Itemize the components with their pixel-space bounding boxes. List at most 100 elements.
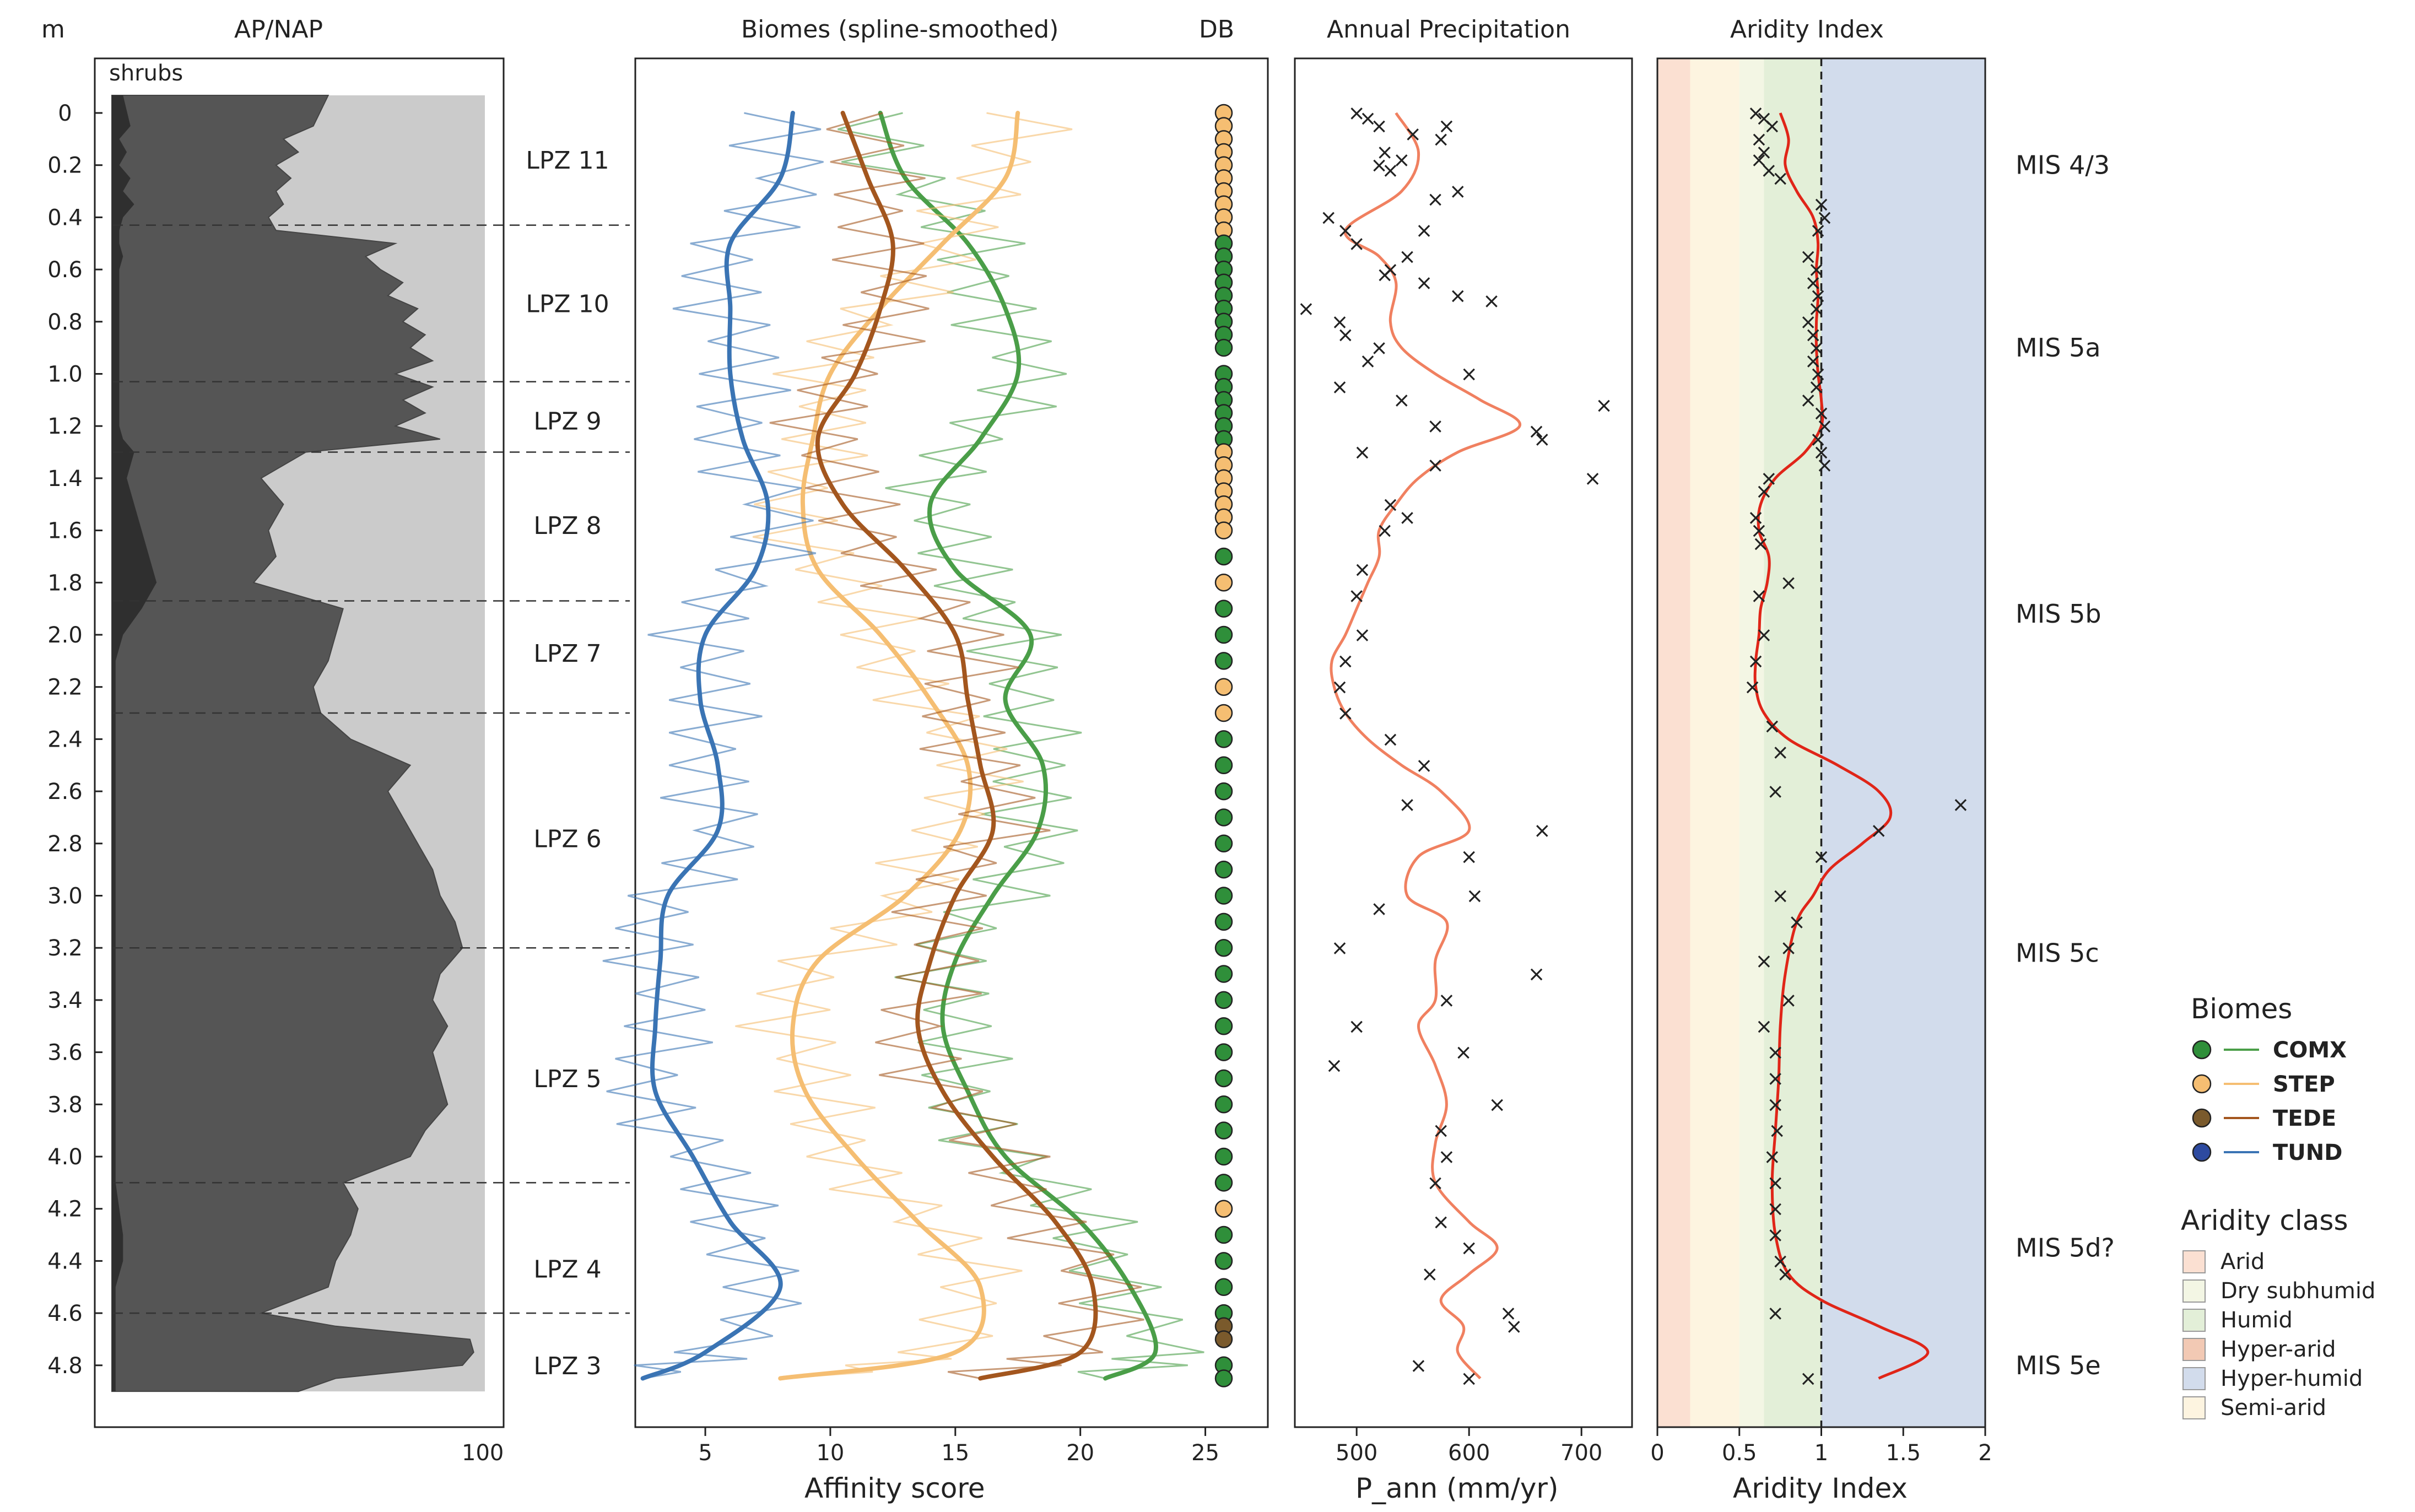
- aridity-band-hyper-humid: [1821, 58, 1985, 1427]
- aridity-point: ×: [1780, 570, 1797, 595]
- precip-point: ×: [1393, 148, 1411, 172]
- legend-label-tund: TUND: [2273, 1140, 2342, 1165]
- aridity-band-dry-subhumid: [1739, 58, 1764, 1427]
- precip-point: ×: [1427, 453, 1444, 477]
- precip-point: ×: [1415, 271, 1433, 295]
- db-dot-comx: [1214, 1043, 1233, 1061]
- aridity-point: ×: [1755, 106, 1773, 130]
- legend-class-semi-arid: Semi-arid: [2220, 1395, 2326, 1421]
- aridity-xtick-label: 1.5: [1885, 1440, 1921, 1466]
- mis-label: MIS 5b: [2016, 599, 2101, 629]
- ap-area: [111, 95, 474, 1392]
- precip-point: ×: [1320, 205, 1337, 229]
- legend-swatch-arid: [2182, 1250, 2206, 1273]
- precip-point: ×: [1438, 988, 1455, 1012]
- zone-label: LPZ 8: [533, 512, 601, 540]
- aridity-point: ×: [1751, 519, 1768, 543]
- precip-point: ×: [1348, 584, 1365, 608]
- aridity-point: ×: [1800, 388, 1817, 412]
- depth-tick-label: 4.8: [47, 1353, 83, 1379]
- aridity-x-axis: 0 0.5 1 1.5 2: [1650, 1427, 1992, 1466]
- aridity-point: ×: [1805, 349, 1822, 373]
- depth-tick-label: 1.8: [47, 570, 83, 596]
- biomes-xtick-label: 10: [816, 1440, 844, 1466]
- precip-point: ×: [1460, 1236, 1478, 1260]
- db-dot-comx: [1214, 1069, 1233, 1088]
- precip-point: ×: [1528, 419, 1546, 444]
- precip-point: ×: [1415, 218, 1433, 242]
- aridity-legend-title: Aridity class: [2181, 1205, 2348, 1236]
- db-dot-comx: [1214, 912, 1233, 931]
- precip-point: ×: [1376, 263, 1393, 287]
- aridity-point: ×: [1766, 1170, 1784, 1195]
- aridity-point: ×: [1808, 336, 1825, 360]
- db-dot-comx: [1214, 938, 1233, 957]
- aridity-point: ×: [1755, 623, 1773, 647]
- legend-label-tede: TEDE: [2273, 1106, 2336, 1131]
- apnap-panel: m AP/NAP shrubs 0 0.2 0.4 0.6 0.8 1.0 1.2 1.4 1.…: [41, 15, 505, 1466]
- precip-point: ×: [1337, 218, 1354, 242]
- db-dot-comx: [1214, 625, 1233, 644]
- biomes-x-axis: 5 10 15 20 25: [698, 1427, 1219, 1466]
- aridity-point: ×: [1808, 375, 1825, 399]
- db-dot-comx: [1214, 600, 1233, 618]
- db-dot-comx: [1214, 1121, 1233, 1140]
- precip-point: ×: [1466, 884, 1483, 908]
- aridity-point: ×: [1808, 257, 1825, 282]
- db-title: DB: [1199, 15, 1234, 44]
- aridity-title: Aridity Index: [1730, 15, 1884, 44]
- aridity-point: ×: [1755, 479, 1773, 504]
- aridity-point: ×: [1751, 127, 1768, 151]
- aridity-point: ×: [1760, 466, 1778, 490]
- aridity-point: ×: [1805, 322, 1822, 347]
- precip-series-layer: ××× × ××××××××××××× ×× ×××××××× ×××××××××××××…: [1297, 101, 1612, 1390]
- aridity-point: ×: [1755, 949, 1773, 973]
- biome-line-step: [778, 111, 1020, 1381]
- aridity-band-arid: [1657, 58, 1690, 1427]
- precip-point: ×: [1331, 310, 1349, 334]
- precip-point: ×: [1584, 466, 1602, 490]
- biome-raw-tede: [769, 112, 1144, 1379]
- depth-tick-label: 2.2: [47, 675, 83, 700]
- aridity-panel: Aridity Index ××××××××××××××××××××××××××…: [1650, 15, 1992, 1504]
- precip-point: ×: [1370, 114, 1388, 138]
- zones-layer: LPZ 11 LPZ 10 LPZ 9 LPZ 8 LPZ 7 LPZ 6 LPZ 5 LPZ…: [113, 147, 630, 1380]
- depth-unit-label: m: [41, 15, 65, 44]
- precip-panel: Annual Precipitation ××× × ××××××××××××× ××…: [1294, 15, 1633, 1504]
- mis-labels: MIS 4/3 MIS 5a MIS 5b MIS 5c MIS 5d? MIS 5e: [2016, 150, 2115, 1380]
- aridity-xlabel: Aridity Index: [1733, 1472, 1908, 1504]
- db-dot-comx: [1214, 782, 1233, 801]
- apnap-title: AP/NAP: [234, 15, 323, 44]
- precip-point: ×: [1460, 844, 1478, 868]
- zone-label: LPZ 9: [533, 408, 601, 436]
- db-dot-step: [1214, 521, 1233, 539]
- biome-line-comx: [878, 111, 1158, 1381]
- depth-tick-label: 4.0: [47, 1144, 83, 1170]
- legend-class-hyper-humid: Hyper-humid: [2220, 1366, 2363, 1391]
- depth-tick-label: 0.6: [47, 257, 83, 283]
- aridity-point: ×: [1809, 283, 1827, 307]
- db-dot-comx: [1214, 991, 1233, 1009]
- aridity-point: ×: [1813, 192, 1830, 217]
- aridity-point: ×: [1766, 1066, 1784, 1090]
- legend-dot-tund: [2192, 1142, 2212, 1162]
- precip-point: ×: [1460, 362, 1478, 386]
- aridity-point: ×: [1800, 244, 1817, 268]
- precip-point: ×: [1376, 519, 1393, 543]
- aridity-point: ×: [1809, 427, 1827, 451]
- aridity-point: ×: [1776, 1262, 1794, 1286]
- db-dot-comx: [1214, 860, 1233, 879]
- biomes-xlabel: Affinity score: [804, 1472, 985, 1504]
- biome-raw-tund: [602, 112, 824, 1379]
- depth-tick-label: 3.0: [47, 884, 83, 909]
- legend-dot-step: [2192, 1074, 2212, 1094]
- precip-frame: [1294, 57, 1633, 1428]
- legend-label-step: STEP: [2273, 1072, 2335, 1097]
- precip-point: ×: [1381, 158, 1399, 182]
- legend-swatch-hyper-humid: [2182, 1367, 2206, 1390]
- precip-xtick-label: 500: [1336, 1440, 1377, 1466]
- aridity-point: ×: [1755, 1014, 1773, 1038]
- depth-tick-label: 1.2: [47, 414, 83, 439]
- aridity-point: ×: [1816, 414, 1834, 438]
- biomes-legend: Biomes COMX STEP TEDE TUND: [2191, 993, 2347, 1165]
